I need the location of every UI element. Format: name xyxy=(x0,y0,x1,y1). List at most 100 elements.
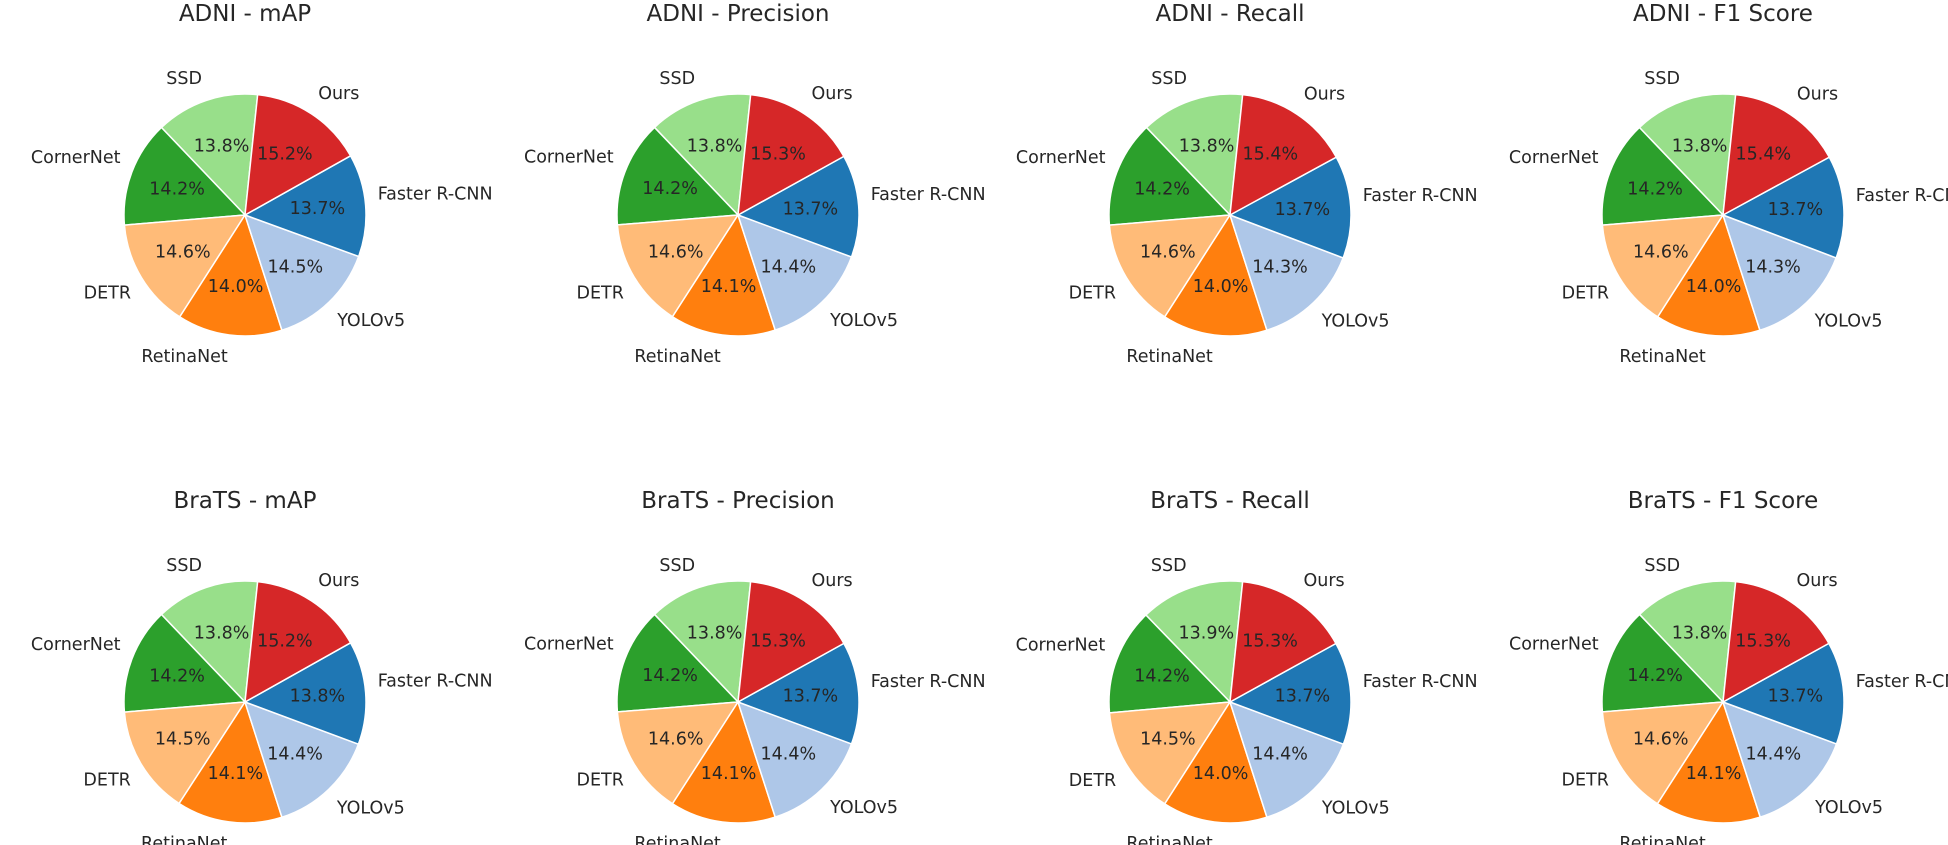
wedge-label-detr: DETR xyxy=(83,770,130,790)
pie-slice-ours xyxy=(1722,580,1830,704)
pie-slice-cornernet xyxy=(1601,126,1725,226)
pie-chart-adni-recall: ADNI - Recall 13.8% SSD 14.2% CornerNet 14.6%… xyxy=(1016,1,1478,367)
percent-label: 14.4% xyxy=(1746,744,1802,764)
wedge-label-retinanet: RetinaNet xyxy=(141,834,228,845)
pie-slice-yolov5 xyxy=(1228,213,1345,332)
percent-label: 13.9% xyxy=(1179,623,1235,643)
wedge-label-detr: DETR xyxy=(84,284,131,304)
pie-slice-detr xyxy=(1108,214,1232,318)
pie-chart-brats-map: BraTS - mAP 13.8% SSD 14.2% CornerNet 14.5% DE… xyxy=(31,488,493,845)
wedge-label-yolov5: YOLOv5 xyxy=(1321,312,1390,332)
percent-label: 14.2% xyxy=(149,179,205,199)
percent-label: 14.2% xyxy=(642,666,698,686)
percent-label: 14.6% xyxy=(648,729,704,749)
wedge-label-ours: Ours xyxy=(1304,571,1345,591)
percent-label: 15.4% xyxy=(1243,145,1299,165)
percent-label: 13.8% xyxy=(1672,623,1728,643)
wedge-label-ours: Ours xyxy=(318,571,359,591)
wedge-label-detr: DETR xyxy=(1069,771,1116,791)
pie-slice-ssd xyxy=(1145,93,1244,217)
percent-label: 13.8% xyxy=(687,623,743,643)
pie-slice-cornernet xyxy=(1108,613,1232,714)
wedge-label-faster-r-cnn: Faster R-CNN xyxy=(1856,186,1948,206)
chart-title: BraTS - mAP xyxy=(174,488,317,514)
wedge-label-ours: Ours xyxy=(812,84,853,104)
percent-label: 14.4% xyxy=(1252,745,1308,765)
pie-slice-detr xyxy=(1601,214,1725,318)
pie-chart-adni-f1-score: ADNI - F1 Score 13.8% SSD 14.2% CornerNet 14.… xyxy=(1509,1,1948,367)
percent-label: 14.2% xyxy=(1134,667,1190,687)
chart-title: ADNI - Precision xyxy=(647,1,830,27)
percent-label: 14.5% xyxy=(1140,730,1196,750)
pie-slice-detr xyxy=(123,701,247,805)
percent-label: 13.7% xyxy=(1768,687,1824,707)
pie-slice-ssd xyxy=(160,580,259,704)
chart-title: BraTS - F1 Score xyxy=(1628,488,1819,514)
wedge-label-cornernet: CornerNet xyxy=(1509,148,1599,168)
pie-slice-cornernet xyxy=(616,126,740,226)
wedge-label-faster-r-cnn: Faster R-CNN xyxy=(1363,186,1478,206)
pie-chart-brats-recall: BraTS - Recall 13.9% SSD 14.2% CornerNet 14.5… xyxy=(1016,488,1478,845)
wedge-label-retinanet: RetinaNet xyxy=(634,347,721,367)
pie-slice-ours xyxy=(737,580,845,704)
wedge-label-detr: DETR xyxy=(1069,284,1116,304)
wedge-label-ssd: SSD xyxy=(659,69,695,89)
percent-label: 14.6% xyxy=(1140,243,1196,263)
wedge-label-retinanet: RetinaNet xyxy=(1619,347,1706,367)
percent-label: 14.5% xyxy=(268,257,324,277)
pie-slice-retinanet xyxy=(178,700,283,824)
percent-label: 14.5% xyxy=(155,729,211,749)
wedge-label-cornernet: CornerNet xyxy=(31,635,121,655)
wedge-label-yolov5: YOLOv5 xyxy=(829,311,898,331)
pie-slice-faster-r-cnn xyxy=(1721,642,1845,745)
percent-label: 15.3% xyxy=(1242,632,1298,652)
pie-slice-ours xyxy=(737,93,845,217)
pie-slice-retinanet xyxy=(1163,213,1268,337)
pie-slice-faster-r-cnn xyxy=(736,642,860,745)
pie-slice-retinanet xyxy=(178,213,283,337)
percent-label: 13.7% xyxy=(1275,687,1331,707)
percent-label: 14.6% xyxy=(648,242,704,262)
pie-slice-retinanet xyxy=(1656,700,1762,824)
percent-label: 14.2% xyxy=(149,666,205,686)
pie-slice-detr xyxy=(616,214,740,318)
percent-label: 13.7% xyxy=(783,687,839,707)
wedge-label-cornernet: CornerNet xyxy=(1016,636,1106,656)
percent-label: 15.3% xyxy=(750,632,806,652)
pie-slice-ssd xyxy=(1638,93,1737,217)
wedge-label-faster-r-cnn: Faster R-CNN xyxy=(1363,672,1478,692)
wedge-label-ssd: SSD xyxy=(1151,556,1187,576)
pie-slice-retinanet xyxy=(671,700,777,824)
wedge-label-faster-r-cnn: Faster R-CNN xyxy=(378,672,493,692)
pie-slice-yolov5 xyxy=(1721,213,1838,332)
wedge-label-retinanet: RetinaNet xyxy=(1126,347,1213,367)
percent-label: 13.8% xyxy=(687,136,743,156)
wedge-label-faster-r-cnn: Faster R-CNN xyxy=(1856,672,1948,692)
wedge-label-ours: Ours xyxy=(1304,84,1345,104)
percent-label: 15.3% xyxy=(1735,632,1791,652)
percent-label: 14.2% xyxy=(1134,179,1190,199)
pie-slice-ssd xyxy=(653,580,752,704)
chart-title: BraTS - Precision xyxy=(641,488,835,514)
pie-slice-retinanet xyxy=(1656,213,1761,337)
pie-slice-ours xyxy=(1722,93,1831,217)
wedge-label-detr: DETR xyxy=(1562,284,1609,304)
pie-slice-retinanet xyxy=(671,213,777,337)
pie-chart-brats-precision: BraTS - Precision 13.8% SSD 14.2% CornerNet 1… xyxy=(524,488,986,845)
wedge-label-ssd: SSD xyxy=(166,69,202,89)
wedge-label-faster-r-cnn: Faster R-CNN xyxy=(378,184,493,204)
percent-label: 14.1% xyxy=(701,764,757,784)
wedge-label-yolov5: YOLOv5 xyxy=(336,798,405,818)
percent-label: 14.3% xyxy=(1252,258,1308,278)
wedge-label-detr: DETR xyxy=(577,284,624,304)
pie-slice-cornernet xyxy=(1108,126,1232,226)
percent-label: 15.4% xyxy=(1736,145,1792,165)
wedge-label-cornernet: CornerNet xyxy=(524,148,614,168)
pie-slice-yolov5 xyxy=(1228,700,1345,819)
pie-chart-adni-map: ADNI - mAP 13.8% SSD 14.2% CornerNet 14.6% DET… xyxy=(31,1,493,367)
pie-slice-yolov5 xyxy=(736,700,853,819)
chart-title: BraTS - Recall xyxy=(1150,488,1310,514)
chart-title: ADNI - F1 Score xyxy=(1633,1,1813,27)
wedge-label-yolov5: YOLOv5 xyxy=(1814,798,1883,818)
